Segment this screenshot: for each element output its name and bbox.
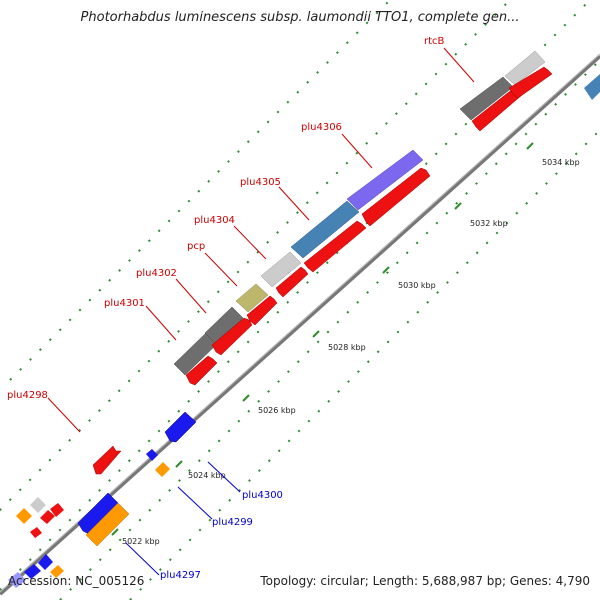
gene-blue-edge[interactable] xyxy=(8,572,26,588)
tick-mark xyxy=(175,460,183,468)
gene-red-arrow[interactable] xyxy=(275,266,309,298)
map-title: Photorhabdus luminescens subsp. laumondi… xyxy=(80,10,520,25)
gene-steelblue-edge[interactable] xyxy=(584,74,600,100)
leader-line xyxy=(204,252,238,287)
gene-plu4302[interactable] xyxy=(204,306,244,345)
tick-label: 5022 kbp xyxy=(122,537,160,546)
tick-mark xyxy=(312,330,320,338)
gene-red-arrow[interactable] xyxy=(211,317,253,356)
gene-label[interactable]: plu4306 xyxy=(301,122,342,133)
leader-line xyxy=(175,278,207,314)
tick-mark xyxy=(454,202,462,210)
tick-label: 5030 kbp xyxy=(398,281,436,290)
forward-strand-features xyxy=(16,50,553,578)
leader-line xyxy=(177,486,213,520)
gene-small-orange[interactable] xyxy=(50,565,64,578)
gene-small-gray[interactable] xyxy=(30,497,46,513)
leader-line xyxy=(233,225,267,260)
gene-label[interactable]: rtcB xyxy=(424,36,445,47)
leader-line xyxy=(278,186,310,221)
gene-plu4298[interactable] xyxy=(92,445,122,475)
leader-line xyxy=(207,461,241,493)
tick-mark xyxy=(526,142,534,150)
accession-label: Accession: NC_005126 xyxy=(8,574,145,588)
gene-label[interactable]: plu4300 xyxy=(242,490,283,501)
gene-orange-small[interactable] xyxy=(155,462,170,477)
gene-labels: plu4298 plu4301 plu4302 pcp plu4304 plu4… xyxy=(7,36,445,581)
leader-line xyxy=(125,542,160,576)
kbp-ticks: 5022 kbp 5024 kbp 5026 kbp 5028 kbp 5030… xyxy=(111,142,580,546)
gene-label[interactable]: plu4299 xyxy=(212,517,253,528)
leader-line xyxy=(47,397,81,433)
gene-label[interactable]: plu4301 xyxy=(104,298,145,309)
gene-plu4297[interactable] xyxy=(38,554,53,570)
topology-summary: Topology: circular; Length: 5,688,987 bp… xyxy=(260,574,590,588)
tick-mark xyxy=(382,266,390,274)
gene-small-red[interactable] xyxy=(50,503,64,517)
gene-small-red[interactable] xyxy=(40,510,55,524)
gene-red-arrow[interactable] xyxy=(361,167,431,227)
leader-lines xyxy=(47,47,475,576)
gene-orange-long[interactable] xyxy=(85,502,130,547)
gene-red-arrow[interactable] xyxy=(508,66,553,99)
tick-mark xyxy=(242,394,250,402)
gene-label[interactable]: pcp xyxy=(187,241,205,252)
tick-label: 5026 kbp xyxy=(258,406,296,415)
tick-label: 5034 kbp xyxy=(542,158,580,167)
gene-label[interactable]: plu4297 xyxy=(160,570,201,581)
gene-label[interactable]: plu4304 xyxy=(194,215,235,226)
tick-label: 5024 kbp xyxy=(188,471,226,480)
tick-label: 5032 kbp xyxy=(470,219,508,228)
gene-label[interactable]: plu4302 xyxy=(136,268,177,279)
gene-plu4304[interactable] xyxy=(260,251,302,288)
gene-blue-edge[interactable] xyxy=(24,564,41,579)
reverse-strand-features xyxy=(8,74,600,588)
leader-line xyxy=(145,305,177,341)
gene-plu4306[interactable] xyxy=(346,149,424,211)
gene-pcp[interactable] xyxy=(235,283,269,313)
gene-small-red[interactable] xyxy=(30,527,42,538)
tick-label: 5028 kbp xyxy=(328,343,366,352)
gene-label[interactable]: plu4305 xyxy=(240,177,281,188)
gene-blue-small[interactable] xyxy=(146,449,158,461)
gene-red-arrow[interactable] xyxy=(185,355,218,386)
leader-line xyxy=(443,47,475,83)
gene-label[interactable]: plu4298 xyxy=(7,390,48,401)
gene-small-orange[interactable] xyxy=(16,508,32,524)
leader-line xyxy=(341,133,373,169)
tick-mark xyxy=(111,528,119,536)
track-dot-line xyxy=(0,0,512,512)
gene-red-arrow[interactable] xyxy=(303,220,367,273)
track-dot-line xyxy=(59,59,600,600)
gene-plu4305[interactable] xyxy=(290,200,360,259)
gene-red-arrow[interactable] xyxy=(246,295,278,326)
gene-rtcB-partner[interactable] xyxy=(504,50,546,86)
gene-plu4300[interactable] xyxy=(164,411,197,443)
